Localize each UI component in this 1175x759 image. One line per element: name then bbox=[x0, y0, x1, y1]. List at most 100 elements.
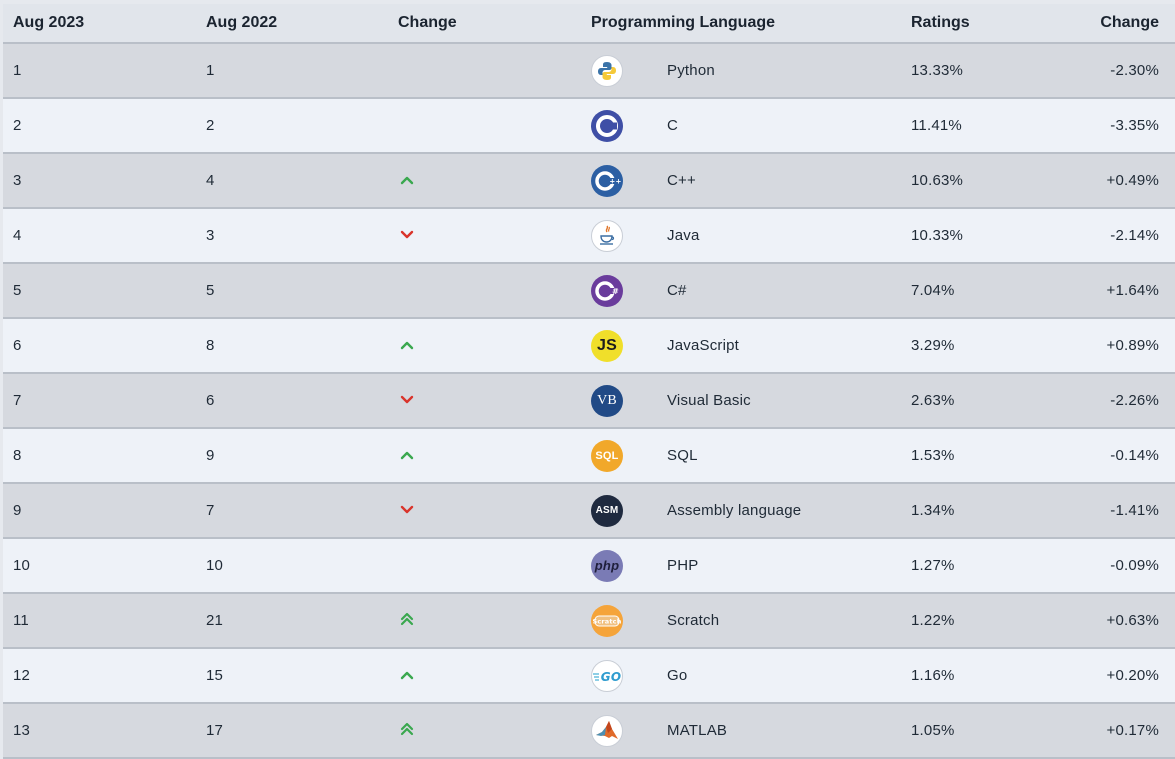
rank-previous: 17 bbox=[196, 703, 388, 759]
header-previous-month[interactable]: Aug 2022 bbox=[196, 4, 388, 44]
rank-current: 7 bbox=[3, 373, 196, 429]
language-name[interactable]: C bbox=[667, 117, 679, 134]
language-name[interactable]: JavaScript bbox=[667, 337, 740, 354]
ranking-table-container: Aug 2023 Aug 2022 Change Programming Lan… bbox=[3, 4, 1175, 759]
trend-cell bbox=[388, 483, 581, 539]
double-arrow-up-icon bbox=[400, 722, 414, 736]
language-cell: Java bbox=[581, 208, 901, 264]
rating-change: -2.14% bbox=[1053, 208, 1175, 264]
cpp-icon: ++ bbox=[591, 164, 623, 197]
language-cell: C bbox=[581, 98, 901, 154]
assembly-icon: ASM bbox=[591, 494, 623, 527]
svg-text:Scratch: Scratch bbox=[592, 617, 621, 625]
rating-value: 1.05% bbox=[901, 703, 1053, 759]
language-cell: Scratch Scratch bbox=[581, 593, 901, 649]
rank-previous: 2 bbox=[196, 98, 388, 154]
rank-current: 13 bbox=[3, 703, 196, 759]
language-name[interactable]: Go bbox=[667, 667, 688, 684]
rating-value: 10.63% bbox=[901, 153, 1053, 209]
language-cell: # C# bbox=[581, 263, 901, 319]
rating-change: -0.09% bbox=[1053, 538, 1175, 594]
table-row: 8 9 SQL SQL 1.53% -0.14% bbox=[3, 428, 1175, 484]
svg-text:++: ++ bbox=[609, 177, 621, 185]
rank-current: 5 bbox=[3, 263, 196, 319]
table-row: 5 5 # C# 7.04% +1.64% bbox=[3, 263, 1175, 319]
table-row: 7 6 VB Visual Basic 2.63% -2.26% bbox=[3, 373, 1175, 429]
java-icon bbox=[591, 219, 623, 252]
rating-change: +0.63% bbox=[1053, 593, 1175, 649]
table-row: 6 8 JS JavaScript 3.29% +0.89% bbox=[3, 318, 1175, 374]
arrow-up-icon bbox=[400, 670, 414, 680]
language-name[interactable]: C# bbox=[667, 282, 687, 299]
rank-previous: 9 bbox=[196, 428, 388, 484]
trend-cell bbox=[388, 538, 581, 594]
rating-value: 2.63% bbox=[901, 373, 1053, 429]
language-cell: MATLAB bbox=[581, 703, 901, 759]
table-row: 3 4 ++ C++ 10.63% +0.49% bbox=[3, 153, 1175, 209]
rating-value: 1.53% bbox=[901, 428, 1053, 484]
trend-cell bbox=[388, 373, 581, 429]
rating-change: -0.14% bbox=[1053, 428, 1175, 484]
language-name[interactable]: Assembly language bbox=[667, 502, 802, 519]
rank-current: 4 bbox=[3, 208, 196, 264]
rank-current: 3 bbox=[3, 153, 196, 209]
header-ratings[interactable]: Ratings bbox=[901, 4, 1053, 44]
rank-previous: 3 bbox=[196, 208, 388, 264]
rating-value: 3.29% bbox=[901, 318, 1053, 374]
header-language[interactable]: Programming Language bbox=[581, 4, 901, 44]
go-icon: GO bbox=[591, 659, 623, 692]
language-ranking-table: Aug 2023 Aug 2022 Change Programming Lan… bbox=[3, 4, 1175, 759]
rank-previous: 6 bbox=[196, 373, 388, 429]
language-cell: JS JavaScript bbox=[581, 318, 901, 374]
trend-cell bbox=[388, 208, 581, 264]
language-name[interactable]: Scratch bbox=[667, 612, 720, 629]
table-row: 9 7 ASM Assembly language 1.34% -1.41% bbox=[3, 483, 1175, 539]
trend-cell bbox=[388, 703, 581, 759]
rank-current: 1 bbox=[3, 43, 196, 99]
rank-previous: 15 bbox=[196, 648, 388, 704]
rating-change: +0.17% bbox=[1053, 703, 1175, 759]
rating-value: 10.33% bbox=[901, 208, 1053, 264]
sql-icon: SQL bbox=[591, 439, 623, 472]
rank-previous: 5 bbox=[196, 263, 388, 319]
table-row: 11 21 Scratch Scratch 1.22% +0.63% bbox=[3, 593, 1175, 649]
language-cell: GO Go bbox=[581, 648, 901, 704]
language-name[interactable]: Java bbox=[667, 227, 700, 244]
trend-cell bbox=[388, 98, 581, 154]
language-name[interactable]: C++ bbox=[667, 172, 696, 189]
rank-current: 9 bbox=[3, 483, 196, 539]
language-cell: ASM Assembly language bbox=[581, 483, 901, 539]
rating-change: +1.64% bbox=[1053, 263, 1175, 319]
svg-text:#: # bbox=[612, 287, 619, 296]
language-name[interactable]: Visual Basic bbox=[667, 392, 751, 409]
rating-change: -2.30% bbox=[1053, 43, 1175, 99]
language-cell: SQL SQL bbox=[581, 428, 901, 484]
language-name[interactable]: PHP bbox=[667, 557, 699, 574]
trend-cell bbox=[388, 318, 581, 374]
matlab-icon bbox=[591, 714, 623, 747]
rating-change: +0.49% bbox=[1053, 153, 1175, 209]
rating-value: 1.16% bbox=[901, 648, 1053, 704]
language-name[interactable]: SQL bbox=[667, 447, 698, 464]
language-cell: VB Visual Basic bbox=[581, 373, 901, 429]
rank-previous: 10 bbox=[196, 538, 388, 594]
rating-value: 11.41% bbox=[901, 98, 1053, 154]
header-current-month[interactable]: Aug 2023 bbox=[3, 4, 196, 44]
arrow-up-icon bbox=[400, 175, 414, 185]
rating-change: +0.20% bbox=[1053, 648, 1175, 704]
rank-previous: 1 bbox=[196, 43, 388, 99]
rank-current: 11 bbox=[3, 593, 196, 649]
language-name[interactable]: MATLAB bbox=[667, 722, 728, 739]
language-name[interactable]: Python bbox=[667, 62, 715, 79]
php-icon: php bbox=[591, 549, 623, 582]
rating-value: 7.04% bbox=[901, 263, 1053, 319]
rank-previous: 21 bbox=[196, 593, 388, 649]
header-delta[interactable]: Change bbox=[1053, 4, 1175, 44]
rating-value: 13.33% bbox=[901, 43, 1053, 99]
trend-cell bbox=[388, 593, 581, 649]
rank-previous: 7 bbox=[196, 483, 388, 539]
rank-current: 8 bbox=[3, 428, 196, 484]
language-cell: ++ C++ bbox=[581, 153, 901, 209]
rank-current: 12 bbox=[3, 648, 196, 704]
header-change[interactable]: Change bbox=[388, 4, 581, 44]
